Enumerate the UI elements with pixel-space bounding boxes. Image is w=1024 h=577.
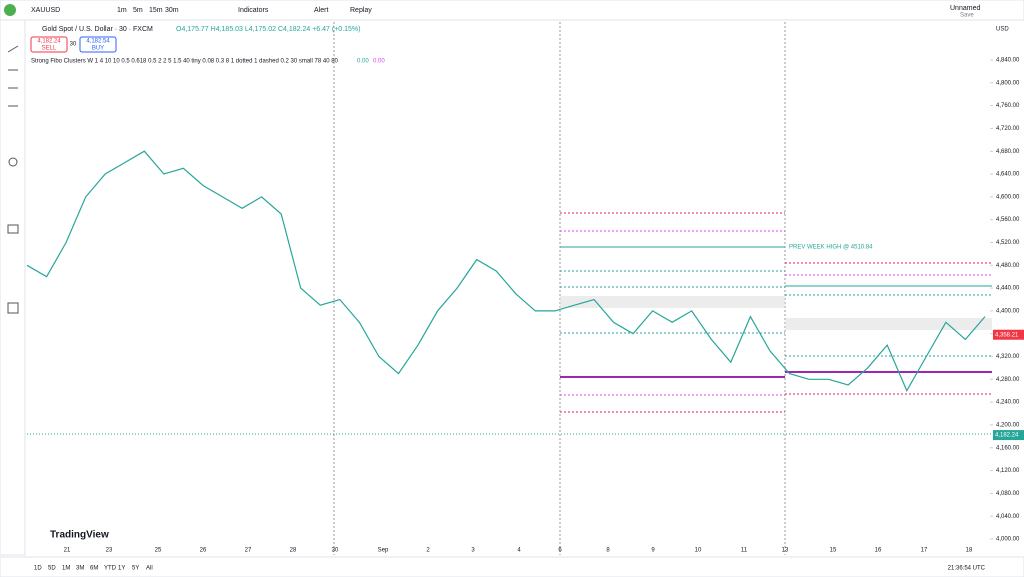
chart-area <box>26 59 993 540</box>
x-tick-label: 8 <box>606 548 610 554</box>
y-tick-label: 4,160.00 <box>996 445 1020 451</box>
buy-button[interactable] <box>79 36 117 53</box>
y-tick-label: 4,200.00 <box>996 423 1020 429</box>
price-tag <box>993 329 1024 340</box>
brand: TradingView <box>50 530 109 541</box>
y-tick-label: 4,800.00 <box>996 80 1020 86</box>
layout-name[interactable]: Unnamed <box>950 5 980 12</box>
interval[interactable]: 1m <box>117 7 127 14</box>
y-tick-label: 4,560.00 <box>996 217 1020 223</box>
range-button[interactable]: 5D <box>48 566 56 572</box>
bottom-bar <box>0 556 1024 577</box>
indicator-legend: Strong Fibo Clusters W 1 4 10 10 0.5 0.6… <box>31 59 339 65</box>
symbol-title: Gold Spot / U.S. Dollar · 30 · FXCM <box>42 26 153 33</box>
tool-icons <box>7 45 19 314</box>
y-tick-label: 4,280.00 <box>996 377 1020 383</box>
y-tick-label: 4,520.00 <box>996 240 1020 246</box>
x-tick-label: 4 <box>517 548 521 554</box>
price-tag <box>993 430 1024 441</box>
y-tick-label: 4,400.00 <box>996 308 1020 314</box>
fib-levels <box>27 212 992 435</box>
interval[interactable]: 5m <box>133 7 143 14</box>
y-tick-label: 4,440.00 <box>996 286 1020 292</box>
x-tick-label: 9 <box>651 548 655 554</box>
spread: 30 <box>70 42 77 48</box>
buy-label[interactable]: BUY <box>92 46 104 52</box>
y-tick-label: 4,080.00 <box>996 491 1020 497</box>
x-tick-label: 25 <box>155 548 162 554</box>
range-button[interactable]: 1D <box>34 566 42 572</box>
indicator-value: 0.00 <box>357 59 369 65</box>
x-tick-label: 10 <box>695 548 702 554</box>
x-tick-label: 23 <box>106 548 113 554</box>
y-tick-label: 4,840.00 <box>996 58 1020 64</box>
range-button[interactable]: All <box>146 566 153 572</box>
x-tick-label: 3 <box>471 548 475 554</box>
x-tick-label: 18 <box>966 548 973 554</box>
indicators-button[interactable]: Indicators <box>238 7 269 14</box>
ohlc: O4,175.77 H4,185.03 L4,175.02 C4,182.24 … <box>176 26 360 33</box>
x-tick-label: Sep <box>378 548 389 554</box>
top-bar <box>0 0 1024 21</box>
alert-button[interactable]: Alert <box>314 7 328 14</box>
y-tick-label: 4,120.00 <box>996 468 1020 474</box>
x-tick-label: 26 <box>200 548 207 554</box>
price-line <box>26 150 986 393</box>
x-tick-label: 30 <box>332 548 339 554</box>
clock: 21:36:54 UTC <box>948 566 986 572</box>
y-tick-label: 4,640.00 <box>996 172 1020 178</box>
y-tick-label: 4,720.00 <box>996 126 1020 132</box>
y-tick-label: 4,600.00 <box>996 194 1020 200</box>
range-button[interactable]: YTD <box>104 566 117 572</box>
y-tick-label: 4,000.00 <box>996 537 1020 543</box>
x-tick-label: 17 <box>921 548 928 554</box>
price-tag-label: 4,358.21 <box>995 332 1019 338</box>
y-tick-label: 4,240.00 <box>996 400 1020 406</box>
x-tick-label: 6 <box>558 548 562 554</box>
range-button[interactable]: 3M <box>76 566 84 572</box>
symbol[interactable]: XAUUSD <box>31 7 60 14</box>
x-tick-label: 21 <box>64 548 71 554</box>
replay-button[interactable]: Replay <box>350 7 372 14</box>
sell-label[interactable]: SELL <box>42 46 57 52</box>
x-tick-label: 11 <box>741 548 748 554</box>
currency: USD <box>996 27 1009 33</box>
interval[interactable]: 30m <box>165 7 179 14</box>
buy-price[interactable]: 4,182.54 <box>86 39 110 45</box>
y-tick-label: 4,040.00 <box>996 514 1020 520</box>
annotation: PREV WEEK HIGH @ 4510.84 <box>789 245 873 251</box>
y-tick-label: 4,760.00 <box>996 103 1020 109</box>
x-tick-label: 13 <box>782 548 789 554</box>
x-tick-label: 15 <box>830 548 837 554</box>
x-tick-label: 27 <box>245 548 252 554</box>
x-tick-label: 28 <box>290 548 297 554</box>
sell-price[interactable]: 4,182.24 <box>37 39 61 45</box>
range-button[interactable]: 1M <box>62 566 70 572</box>
sell-button[interactable] <box>30 36 68 53</box>
indicator-value: 0.00 <box>373 59 385 65</box>
y-tick-label: 4,680.00 <box>996 149 1020 155</box>
save-label[interactable]: Save <box>960 13 974 19</box>
range-button[interactable]: 6M <box>90 566 98 572</box>
x-tick-label: 16 <box>875 548 882 554</box>
x-tick-label: 2 <box>426 548 430 554</box>
price-tag-label: 4,182.24 <box>995 433 1019 439</box>
avatar[interactable] <box>4 4 16 16</box>
range-button[interactable]: 1Y <box>118 566 125 572</box>
y-tick-label: 4,480.00 <box>996 263 1020 269</box>
y-tick-label: 4,320.00 <box>996 354 1020 360</box>
interval[interactable]: 15m <box>149 7 163 14</box>
left-toolbar <box>0 19 26 556</box>
range-button[interactable]: 5Y <box>132 566 139 572</box>
